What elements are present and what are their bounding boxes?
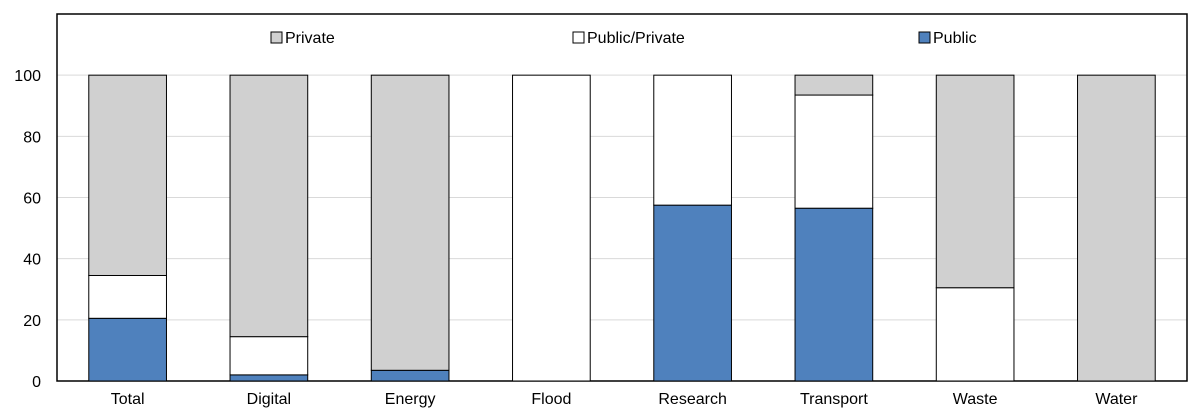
bar-segment bbox=[229, 336, 309, 376]
bar-segment bbox=[229, 74, 309, 338]
bars bbox=[88, 74, 1156, 382]
y-tick-label: 80 bbox=[23, 129, 41, 146]
bar-segment bbox=[794, 207, 874, 382]
gridlines bbox=[57, 74, 1187, 321]
legend-swatch bbox=[572, 31, 585, 44]
legend: Private Public/Private Public bbox=[270, 30, 977, 47]
bar-segment bbox=[794, 74, 874, 96]
bar-segment bbox=[653, 74, 732, 206]
bar-segment bbox=[88, 317, 167, 382]
bar-segment bbox=[370, 74, 450, 371]
bar-segment bbox=[1077, 74, 1156, 382]
x-category-label: Research bbox=[658, 391, 726, 408]
bar-segment bbox=[370, 369, 450, 382]
bar-segment bbox=[88, 274, 167, 319]
x-category-label: Water bbox=[1095, 391, 1138, 408]
legend-swatch bbox=[918, 31, 931, 44]
y-tick-label: 100 bbox=[14, 68, 41, 85]
bar-segment bbox=[512, 74, 591, 382]
y-tick-label: 0 bbox=[32, 374, 41, 391]
legend-label: Public bbox=[933, 30, 977, 47]
x-category-label: Waste bbox=[953, 391, 998, 408]
bar-segment bbox=[653, 204, 732, 382]
y-axis-ticks: 0 20 40 60 80 100 bbox=[14, 68, 41, 391]
bar-segment bbox=[935, 287, 1015, 382]
y-tick-label: 60 bbox=[23, 191, 41, 208]
y-tick-label: 20 bbox=[23, 313, 41, 330]
bar-segment bbox=[794, 94, 874, 209]
bar-segment bbox=[88, 74, 167, 276]
legend-swatch bbox=[270, 31, 283, 44]
x-category-label: Total bbox=[111, 391, 145, 408]
x-category-label: Energy bbox=[385, 391, 436, 408]
plot-frame bbox=[56, 13, 1188, 382]
bar-segment bbox=[229, 374, 309, 382]
x-category-label: Digital bbox=[247, 391, 291, 408]
x-category-label: Transport bbox=[800, 391, 868, 408]
x-category-label: Flood bbox=[531, 391, 571, 408]
legend-label: Public/Private bbox=[587, 30, 685, 47]
y-tick-label: 40 bbox=[23, 252, 41, 269]
x-axis-categories: Total Digital Energy Flood Research Transport… bbox=[111, 391, 1138, 408]
legend-label: Private bbox=[285, 30, 335, 47]
bar-segment bbox=[935, 74, 1015, 289]
